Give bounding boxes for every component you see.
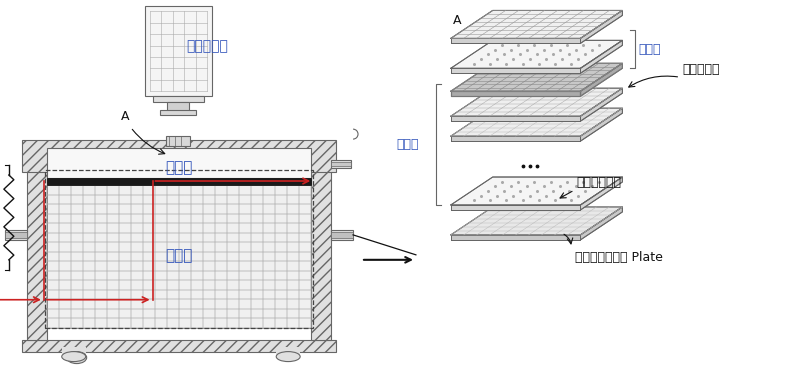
Bar (276, 346, 300, 356)
Text: 음극부: 음극부 (396, 138, 418, 151)
Bar (331, 230, 353, 240)
Ellipse shape (67, 352, 87, 363)
Bar (5, 232, 27, 238)
Text: 음극부: 음극부 (165, 248, 193, 263)
Polygon shape (451, 136, 581, 141)
Bar (166, 136, 190, 146)
Ellipse shape (62, 352, 86, 362)
Polygon shape (451, 108, 623, 136)
Polygon shape (451, 10, 623, 38)
Polygon shape (581, 177, 623, 210)
Bar (331, 160, 351, 168)
Bar (331, 232, 353, 238)
Bar (5, 230, 27, 240)
Text: A: A (121, 110, 129, 123)
Bar (27, 170, 47, 339)
Polygon shape (451, 91, 581, 96)
Bar (45, 170, 313, 328)
Bar (47, 185, 311, 328)
Bar (311, 170, 331, 339)
Polygon shape (581, 10, 623, 43)
Polygon shape (451, 205, 581, 210)
Bar (47, 148, 311, 178)
Text: 세퍼레이터: 세퍼레이터 (682, 63, 720, 76)
Polygon shape (451, 68, 581, 73)
Bar (62, 346, 86, 356)
Bar (144, 6, 212, 96)
Bar (331, 162, 351, 166)
Text: A: A (453, 14, 462, 27)
Text: 스테인리스스틸 Plate: 스테인리스스틸 Plate (574, 251, 663, 264)
Text: 탄소섬유전극: 탄소섬유전극 (577, 176, 622, 189)
Text: 양극부: 양극부 (165, 161, 193, 176)
Polygon shape (581, 40, 623, 73)
Bar (22, 339, 336, 352)
Polygon shape (451, 207, 623, 235)
Polygon shape (581, 207, 623, 240)
Polygon shape (451, 235, 581, 240)
Text: 양극부: 양극부 (638, 43, 661, 56)
Polygon shape (451, 38, 581, 43)
Polygon shape (451, 63, 623, 91)
Polygon shape (581, 63, 623, 96)
Bar (47, 178, 311, 185)
Polygon shape (451, 88, 623, 116)
Bar (22, 140, 336, 172)
Bar (160, 110, 196, 115)
Bar (152, 96, 204, 102)
Polygon shape (451, 116, 581, 121)
Polygon shape (451, 40, 623, 68)
Polygon shape (581, 108, 623, 141)
Text: 바이오필터: 바이오필터 (186, 39, 228, 54)
Bar (167, 102, 189, 112)
Polygon shape (451, 177, 623, 205)
Polygon shape (581, 88, 623, 121)
Ellipse shape (276, 352, 300, 362)
